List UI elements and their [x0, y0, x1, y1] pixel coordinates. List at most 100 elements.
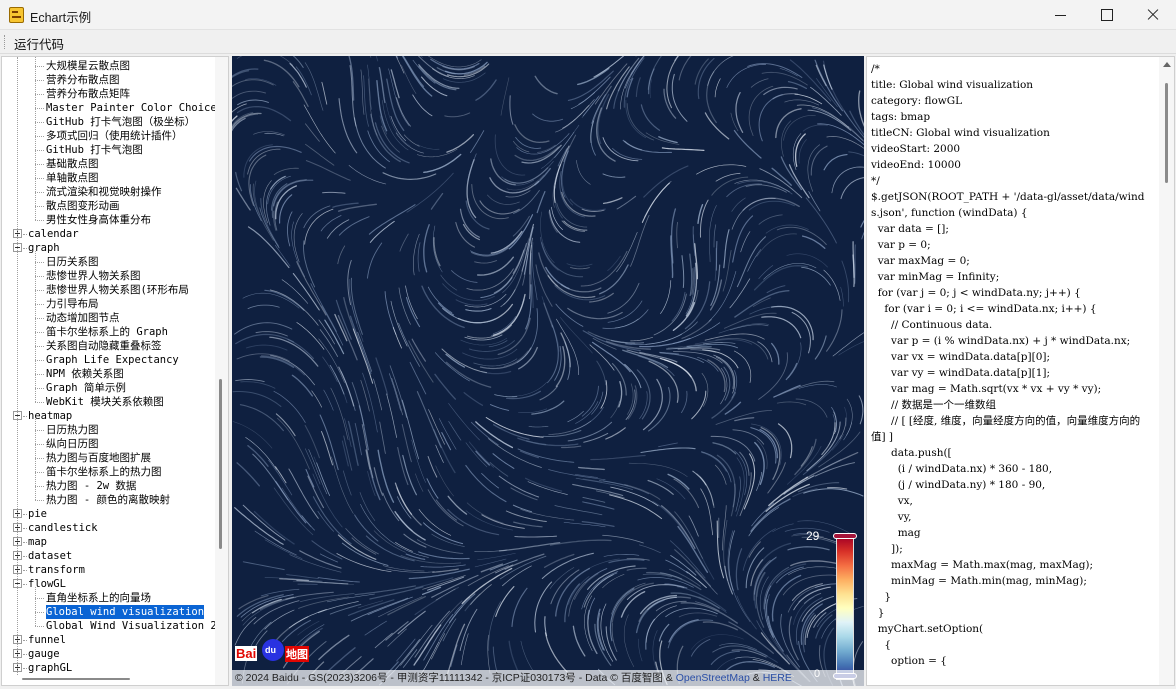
tree-item[interactable]: 动态增加图节点	[46, 312, 120, 324]
tree-item[interactable]: WebKit 模块关系依赖图	[46, 396, 164, 408]
wind-streak	[718, 323, 770, 334]
wind-streak	[235, 187, 251, 211]
wind-streak	[408, 568, 470, 580]
tree-category[interactable]: graph	[28, 242, 60, 254]
maximize-button[interactable]	[1083, 0, 1129, 30]
wind-streak	[727, 530, 734, 591]
wind-streak	[581, 520, 615, 528]
tree-category[interactable]: heatmap	[28, 410, 73, 422]
tree-item[interactable]: 多项式回归（使用统计插件）	[46, 130, 183, 142]
wind-streak	[831, 406, 837, 433]
tree-category[interactable]: dataset	[28, 550, 73, 562]
tree-item[interactable]: 笛卡尔坐标系上的热力图	[46, 466, 162, 478]
wind-streak	[640, 104, 661, 131]
wind-streak	[598, 480, 649, 495]
tree-item[interactable]: 热力图 - 颜色的离散映射	[46, 494, 170, 506]
tree-category[interactable]: candlestick	[28, 522, 98, 534]
tree-item[interactable]: 营养分布散点图	[46, 74, 120, 86]
tree-item[interactable]: 悲惨世界人物关系图(环形布局	[46, 284, 189, 296]
wind-streak	[704, 112, 730, 140]
run-code-menu-item[interactable]: 运行代码	[14, 37, 65, 52]
tree-scroll-thumb[interactable]	[219, 379, 222, 549]
wind-streak	[494, 394, 518, 398]
wind-streak	[342, 470, 352, 496]
wind-streak	[360, 379, 370, 412]
openstreetmap-link[interactable]: OpenStreetMap	[675, 672, 750, 684]
tree-connector	[23, 416, 27, 417]
tree-item[interactable]: GitHub 打卡气泡图（极坐标）	[46, 116, 196, 128]
tree-item[interactable]: 大规模星云散点图	[46, 60, 130, 72]
wind-streak	[767, 615, 784, 652]
tree-category[interactable]: pie	[28, 508, 47, 520]
wind-streak	[792, 488, 818, 498]
tree-item[interactable]: GitHub 打卡气泡图	[46, 144, 143, 156]
tree-category[interactable]: gauge	[28, 648, 60, 660]
tree-category[interactable]: calendar	[28, 228, 79, 240]
tree-item[interactable]: 热力图与百度地图扩展	[46, 452, 151, 464]
wind-streak	[691, 536, 715, 580]
tree-item[interactable]: 散点图变形动画	[46, 200, 120, 212]
tree-item[interactable]: Graph 简单示例	[46, 382, 126, 394]
wind-streak	[298, 596, 349, 609]
tree-item[interactable]: 悲惨世界人物关系图	[46, 270, 141, 282]
close-button[interactable]	[1129, 0, 1175, 30]
tree-vertical-scrollbar[interactable]	[215, 57, 228, 685]
tree-item[interactable]: 力引导布局	[46, 298, 99, 310]
code-text[interactable]: /* title: Global wind visualization cate…	[871, 63, 1145, 667]
minimize-button[interactable]	[1037, 0, 1083, 30]
chart-map-area[interactable]: 29 0 Bai du 地图 © 2024 Baidu - GS(2023)32…	[232, 56, 864, 686]
scroll-up-arrow-icon[interactable]	[1163, 62, 1171, 67]
tree-item[interactable]: Master Painter Color Choice	[46, 102, 217, 114]
tree-item[interactable]: 日历关系图	[46, 256, 99, 268]
wind-streak	[260, 588, 300, 597]
tree-category[interactable]: funnel	[28, 634, 66, 646]
wind-streak	[367, 242, 383, 279]
wind-streak	[232, 421, 273, 449]
tree-item[interactable]: 关系图自动隐藏重叠标签	[46, 340, 162, 352]
wind-streak	[563, 220, 588, 231]
tree-item[interactable]: 男性女性身高体重分布	[46, 214, 151, 226]
tree-item[interactable]: 笛卡尔坐标系上的 Graph	[46, 326, 168, 338]
wind-streak	[771, 167, 792, 186]
tree-category[interactable]: graphGL	[28, 662, 73, 674]
tree-item[interactable]: 单轴散点图	[46, 172, 99, 184]
wind-streak	[624, 56, 645, 89]
baidu-map-logo[interactable]: Bai du 地图	[235, 639, 309, 665]
tree-item[interactable]: 热力图 - 2w 数据	[46, 480, 137, 492]
tree-item[interactable]: 基础散点图	[46, 158, 99, 170]
tree-item[interactable]: 直角坐标系上的向量场	[46, 592, 151, 604]
wind-streak	[354, 514, 379, 542]
tree-category[interactable]: transform	[28, 564, 85, 576]
visual-map-gradient[interactable]	[836, 536, 854, 680]
wind-streak	[387, 628, 407, 647]
code-scroll-thumb[interactable]	[1165, 83, 1168, 183]
wind-streak	[392, 327, 402, 349]
wind-streak	[584, 568, 608, 583]
tree-item[interactable]: 流式渲染和视觉映射操作	[46, 186, 162, 198]
code-editor[interactable]: /* title: Global wind visualization cate…	[866, 56, 1175, 686]
tree-category[interactable]: map	[28, 536, 47, 548]
tree-item[interactable]: 营养分布散点矩阵	[46, 88, 130, 100]
code-vertical-scrollbar[interactable]	[1159, 57, 1174, 685]
wind-streak	[647, 479, 674, 495]
visual-map-handle-top[interactable]	[833, 533, 857, 539]
wind-streak	[497, 317, 531, 356]
tree-category[interactable]: flowGL	[28, 578, 66, 590]
here-link[interactable]: HERE	[762, 672, 792, 684]
tree-item[interactable]: Global Wind Visualization 2	[46, 620, 217, 632]
tree-horizontal-scroll-thumb[interactable]	[22, 678, 130, 680]
wind-streak	[730, 483, 736, 517]
tree-item[interactable]: Graph Life Expectancy	[46, 354, 179, 366]
tree-item[interactable]: 纵向日历图	[46, 438, 99, 450]
tree-item[interactable]: NPM 依赖关系图	[46, 368, 124, 380]
tree-item[interactable]: 日历热力图	[46, 424, 99, 436]
wind-streak	[465, 200, 490, 230]
wind-streak	[245, 78, 277, 86]
wind-streak	[275, 480, 307, 524]
tree-item[interactable]: Global wind visualization	[44, 604, 206, 620]
baidu-ditu-text: 地图	[285, 646, 309, 662]
example-tree[interactable]: 大规模星云散点图 营养分布散点图 营养分布散点矩阵 Master Painter Co…	[1, 56, 229, 686]
wind-streak	[382, 100, 409, 151]
wind-streak	[733, 350, 752, 383]
